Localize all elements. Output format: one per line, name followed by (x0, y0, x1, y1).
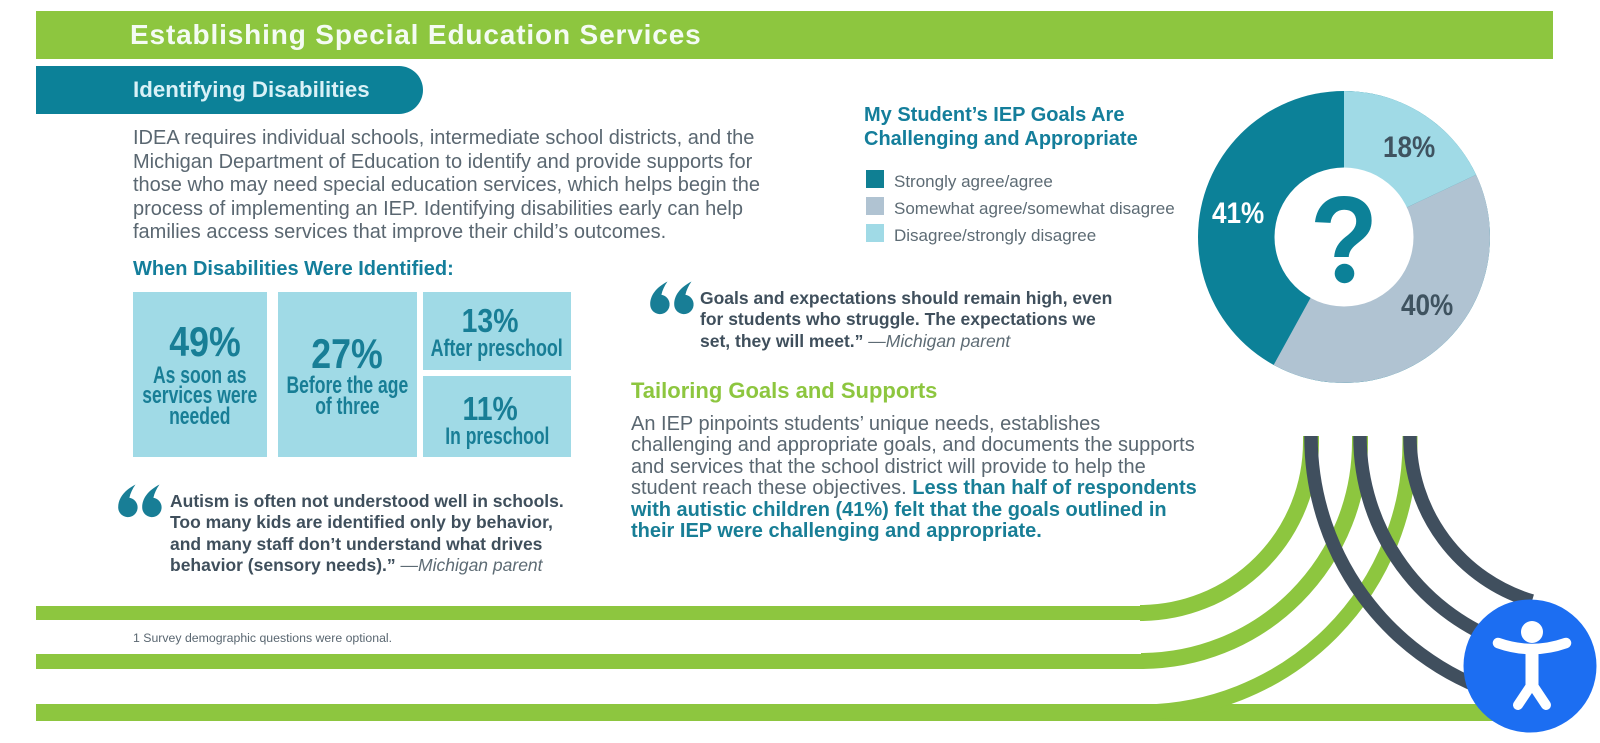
svg-text:?: ? (1310, 171, 1378, 310)
